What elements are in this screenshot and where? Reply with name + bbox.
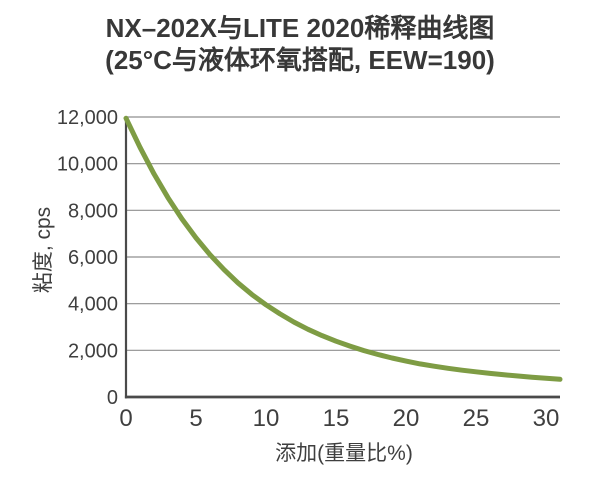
chart-title-line2: (25°C与液体环氧搭配, EEW=190) [105,44,495,75]
chart-title: NX–202X与LITE 2020稀释曲线图 (25°C与液体环氧搭配, EEW… [0,13,600,76]
x-tick-label-10: 10 [253,405,280,432]
y-tick-label-6000: 6,000 [68,247,118,269]
x-axis-title: 添加(重量比%) [275,442,413,465]
y-tick-label-4000: 4,000 [68,294,118,316]
y-axis-title: 粘度, cps [32,206,55,294]
x-tick-label-5: 5 [189,405,202,432]
x-tick-label-15: 15 [323,405,350,432]
y-tick-label-0: 0 [107,387,118,409]
x-tick-label-20: 20 [393,405,420,432]
x-tick-label-25: 25 [463,405,490,432]
y-tick-label-12000: 12,000 [57,107,118,129]
chart-title-line1: NX–202X与LITE 2020稀释曲线图 [105,13,495,43]
y-tick-label-2000: 2,000 [68,340,118,362]
y-tick-label-8000: 8,000 [68,200,118,222]
dilution-curve [123,115,563,382]
x-tick-label-0: 0 [119,405,132,432]
x-tick-label-30: 30 [533,405,560,432]
y-tick-label-10000: 10,000 [57,154,118,176]
